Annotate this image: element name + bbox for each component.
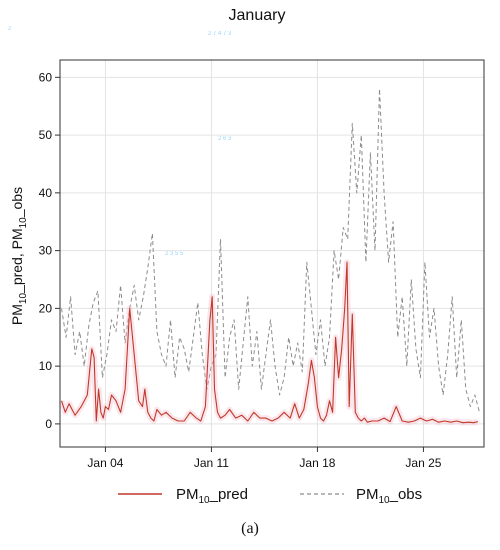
legend-pred-b: _pred (209, 486, 248, 503)
y-label-sub1: 10 (18, 293, 29, 305)
legend-label-obs: PM10_obs (356, 486, 422, 506)
series-line-pred (60, 261, 479, 424)
x-tick-label: Jan 04 (87, 456, 123, 470)
x-axis: Jan 04 Jan 11 Jan 18 Jan 25 (87, 447, 442, 470)
y-label-part1: PM (9, 304, 25, 325)
faint-mark-mid: 2 3 5 5 (165, 251, 184, 257)
x-tick-label: Jan 25 (405, 456, 441, 470)
faint-mark-top-left: 2 (8, 26, 12, 32)
y-tick-label-60: 60 (39, 70, 53, 84)
x-tick-label: Jan 11 (194, 456, 229, 470)
y-label-sub2: 10 (18, 217, 29, 229)
y-tick-label-50: 50 (39, 128, 53, 142)
x-tick-label: Jan 18 (299, 456, 335, 470)
series-line-obs (61, 88, 480, 413)
y-tick-label-0: 0 (45, 417, 52, 431)
y-axis: 0 10 20 30 40 50 60 (39, 70, 60, 431)
legend-obs-sub: 10 (379, 495, 391, 506)
legend-obs-a: PM (356, 486, 379, 503)
y-tick-label-30: 30 (39, 244, 53, 258)
grid (60, 60, 484, 447)
plot-frame (59, 59, 485, 448)
faint-mark-top-center: 2 7 4 7 3 (208, 31, 232, 37)
legend: PM10_pred PM10_obs (118, 486, 422, 506)
chart-title: January (229, 7, 286, 24)
y-tick-label-10: 10 (39, 359, 53, 373)
y-tick-label-20: 20 (39, 301, 53, 315)
series-layer (58, 88, 480, 426)
figure-caption: (a) (241, 520, 259, 537)
y-label-part3: _obs (9, 187, 25, 218)
y-tick-label-40: 40 (39, 186, 53, 200)
legend-pred-sub: 10 (199, 495, 211, 506)
legend-pred-a: PM (176, 486, 199, 503)
faint-mark-upper-mid: 2 6 3 (218, 136, 232, 142)
legend-obs-b: _obs (389, 486, 423, 503)
y-axis-label: PM10_pred, PM10_obs (9, 187, 29, 325)
y-label-part2: _pred, PM (9, 228, 25, 294)
legend-label-pred: PM10_pred (176, 486, 248, 506)
